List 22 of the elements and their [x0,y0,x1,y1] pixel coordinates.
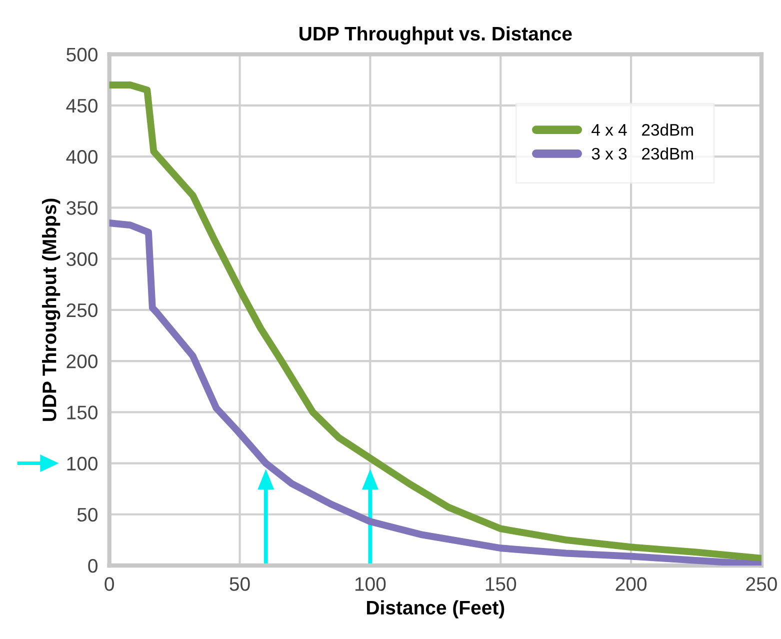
legend-label: 3 x 3 23dBm [592,147,693,160]
y-tick-label: 450 [66,98,98,113]
x-tick-label: 50 [230,577,250,591]
x-tick-label: 200 [616,577,647,591]
x-tick-label: 150 [486,577,516,591]
y-tick-label: 250 [66,303,98,318]
y-tick-label: 0 [88,558,98,573]
y-tick-label: 500 [66,48,98,62]
legend-label: 4 x 4 23dBm [592,124,693,136]
y-axis-title: UDP Throughput (Mbps) [42,198,60,421]
x-tick-label: 0 [104,577,114,591]
chart-title: UDP Throughput vs. Distance [300,26,572,45]
y-tick-label: 300 [66,252,98,266]
y-tick-label: 200 [66,354,98,368]
y-tick-label: 150 [67,406,98,420]
y-tick-label: 100 [67,456,98,471]
x-tick-label: 100 [355,577,386,591]
y-tick-label: 400 [66,150,98,164]
x-tick-label: 250 [746,577,777,591]
x-axis-title: Distance (Feet) [367,600,504,618]
y-tick-label: 350 [66,201,98,215]
y-tick-label: 50 [77,508,98,522]
